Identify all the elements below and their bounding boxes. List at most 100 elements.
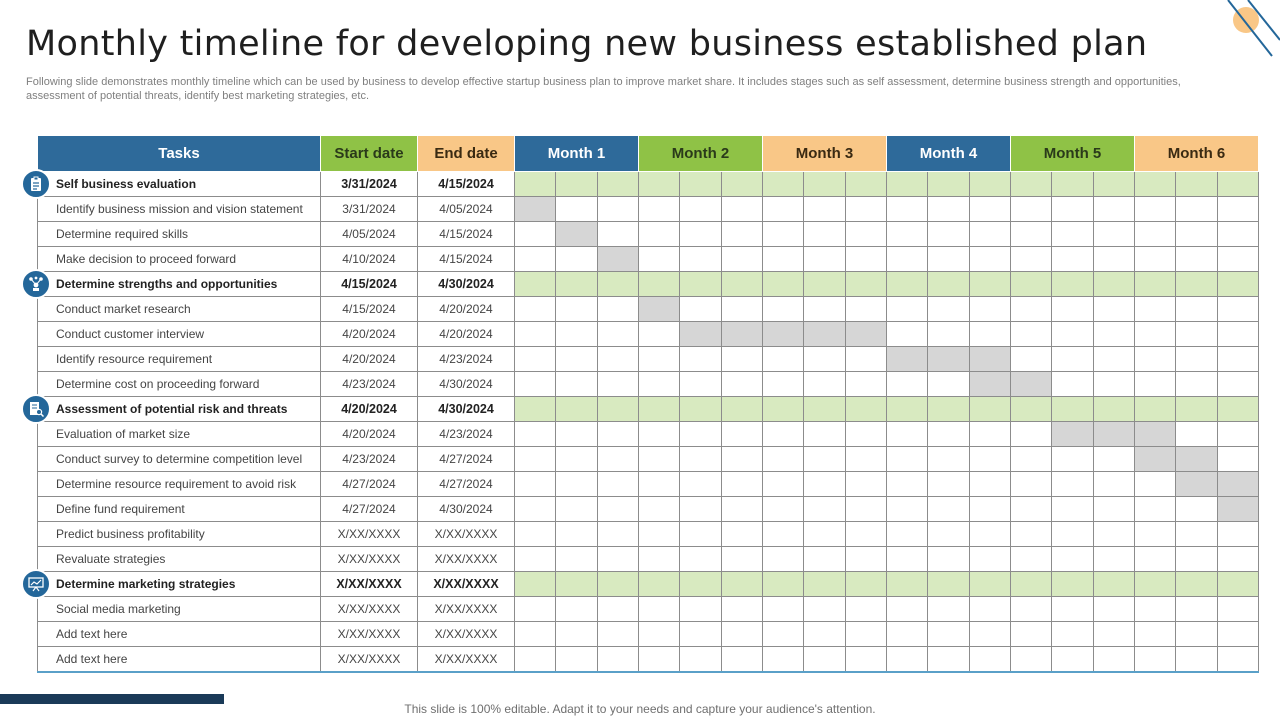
timeline-bar-cell bbox=[1175, 396, 1218, 422]
timeline-bar-cell bbox=[1216, 471, 1260, 497]
timeline-cell bbox=[596, 596, 640, 622]
timeline-cell bbox=[555, 646, 598, 673]
timeline-bar-cell bbox=[1175, 471, 1218, 497]
timeline-cell bbox=[679, 546, 722, 572]
timeline-bar-cell bbox=[885, 571, 929, 597]
header-tasks: Tasks bbox=[37, 135, 321, 172]
timeline-cell bbox=[844, 621, 888, 647]
start-date: 4/27/2024 bbox=[320, 496, 418, 522]
timeline-cell bbox=[844, 596, 888, 622]
timeline-bar-cell bbox=[1092, 271, 1136, 297]
timeline-cell bbox=[555, 496, 598, 522]
timeline-cell bbox=[885, 446, 929, 472]
end-date: 4/30/2024 bbox=[417, 371, 515, 397]
timeline-cell bbox=[513, 321, 557, 347]
timeline-cell bbox=[927, 596, 970, 622]
timeline-cell bbox=[596, 646, 640, 673]
timeline-cell bbox=[1175, 196, 1218, 222]
timeline-cell bbox=[844, 296, 888, 322]
start-date: 4/27/2024 bbox=[320, 471, 418, 497]
timeline-cell bbox=[720, 621, 764, 647]
end-date: 4/30/2024 bbox=[417, 271, 515, 297]
timeline-cell bbox=[1092, 521, 1136, 547]
start-date: 4/23/2024 bbox=[320, 446, 418, 472]
timeline-cell bbox=[720, 371, 764, 397]
timeline-bar-cell bbox=[927, 346, 970, 372]
end-date: 4/05/2024 bbox=[417, 196, 515, 222]
phase-name: Determine strengths and opportunities bbox=[37, 271, 321, 297]
timeline-cell bbox=[637, 346, 681, 372]
timeline-cell bbox=[1216, 546, 1260, 572]
timeline-cell bbox=[720, 346, 764, 372]
timeline-cell bbox=[679, 446, 722, 472]
task-row: Determine cost on proceeding forward 4/23… bbox=[37, 371, 1260, 397]
timeline-cell bbox=[679, 646, 722, 673]
timeline-cell bbox=[1092, 496, 1136, 522]
task-name: Identify resource requirement bbox=[37, 346, 321, 372]
timeline-cell bbox=[803, 246, 846, 272]
timeline-cell bbox=[968, 496, 1012, 522]
timeline-cell bbox=[1092, 596, 1136, 622]
timeline-cell bbox=[1175, 321, 1218, 347]
timeline-cell bbox=[679, 421, 722, 447]
task-row: Make decision to proceed forward 4/10/202… bbox=[37, 246, 1260, 272]
header-month-3: Month 3 bbox=[762, 135, 887, 172]
timeline-bar-cell bbox=[637, 571, 681, 597]
timeline-cell bbox=[637, 621, 681, 647]
timeline-cell bbox=[1175, 596, 1218, 622]
timeline-bar-cell bbox=[555, 271, 598, 297]
task-row: Conduct survey to determine competition … bbox=[37, 446, 1260, 472]
timeline-cell bbox=[679, 496, 722, 522]
timeline-cell bbox=[844, 371, 888, 397]
timeline-cell bbox=[555, 371, 598, 397]
timeline-cell bbox=[513, 471, 557, 497]
end-date: X/XX/XXXX bbox=[417, 621, 515, 647]
timeline-bar-cell bbox=[1009, 271, 1053, 297]
timeline-cell bbox=[927, 496, 970, 522]
end-date: 4/30/2024 bbox=[417, 396, 515, 422]
timeline-cell bbox=[720, 646, 764, 673]
timeline-bar-cell bbox=[803, 171, 846, 197]
timeline-bar-cell bbox=[596, 571, 640, 597]
timeline-cell bbox=[927, 371, 970, 397]
start-date: X/XX/XXXX bbox=[320, 646, 418, 673]
timeline-cell bbox=[927, 246, 970, 272]
timeline-cell bbox=[803, 421, 846, 447]
timeline-cell bbox=[1133, 346, 1177, 372]
task-row: Conduct market research 4/15/2024 4/20/202… bbox=[37, 296, 1260, 322]
timeline-bar-cell bbox=[885, 171, 929, 197]
timeline-cell bbox=[1216, 321, 1260, 347]
timeline-cell bbox=[596, 621, 640, 647]
timeline-bar-cell bbox=[596, 271, 640, 297]
start-date: X/XX/XXXX bbox=[320, 546, 418, 572]
timeline-cell bbox=[1092, 346, 1136, 372]
task-name: Social media marketing bbox=[37, 596, 321, 622]
clipboard-icon bbox=[21, 168, 51, 199]
corner-decoration bbox=[1227, 0, 1280, 57]
timeline-bar-cell bbox=[596, 396, 640, 422]
presentation-icon bbox=[21, 568, 51, 599]
timeline-bar-cell bbox=[637, 171, 681, 197]
timeline-cell bbox=[1092, 446, 1136, 472]
timeline-cell bbox=[720, 196, 764, 222]
timeline-cell bbox=[555, 621, 598, 647]
end-date: X/XX/XXXX bbox=[417, 646, 515, 673]
timeline-cell bbox=[555, 346, 598, 372]
footer-accent-bar bbox=[0, 694, 224, 704]
timeline-cell bbox=[555, 321, 598, 347]
timeline-cell bbox=[637, 471, 681, 497]
timeline-cell bbox=[885, 371, 929, 397]
timeline-cell bbox=[1216, 371, 1260, 397]
timeline-cell bbox=[968, 221, 1012, 247]
timeline-bar-cell bbox=[1216, 271, 1260, 297]
timeline-cell bbox=[1175, 621, 1218, 647]
timeline-cell bbox=[968, 521, 1012, 547]
task-row: Add text here X/XX/XXXX X/XX/XXXX bbox=[37, 646, 1260, 673]
timeline-bar-cell bbox=[513, 171, 557, 197]
timeline-cell bbox=[927, 546, 970, 572]
timeline-cell bbox=[1175, 346, 1218, 372]
timeline-cell bbox=[803, 296, 846, 322]
timeline-cell bbox=[968, 596, 1012, 622]
timeline-cell bbox=[1009, 596, 1053, 622]
timeline-cell bbox=[1216, 221, 1260, 247]
